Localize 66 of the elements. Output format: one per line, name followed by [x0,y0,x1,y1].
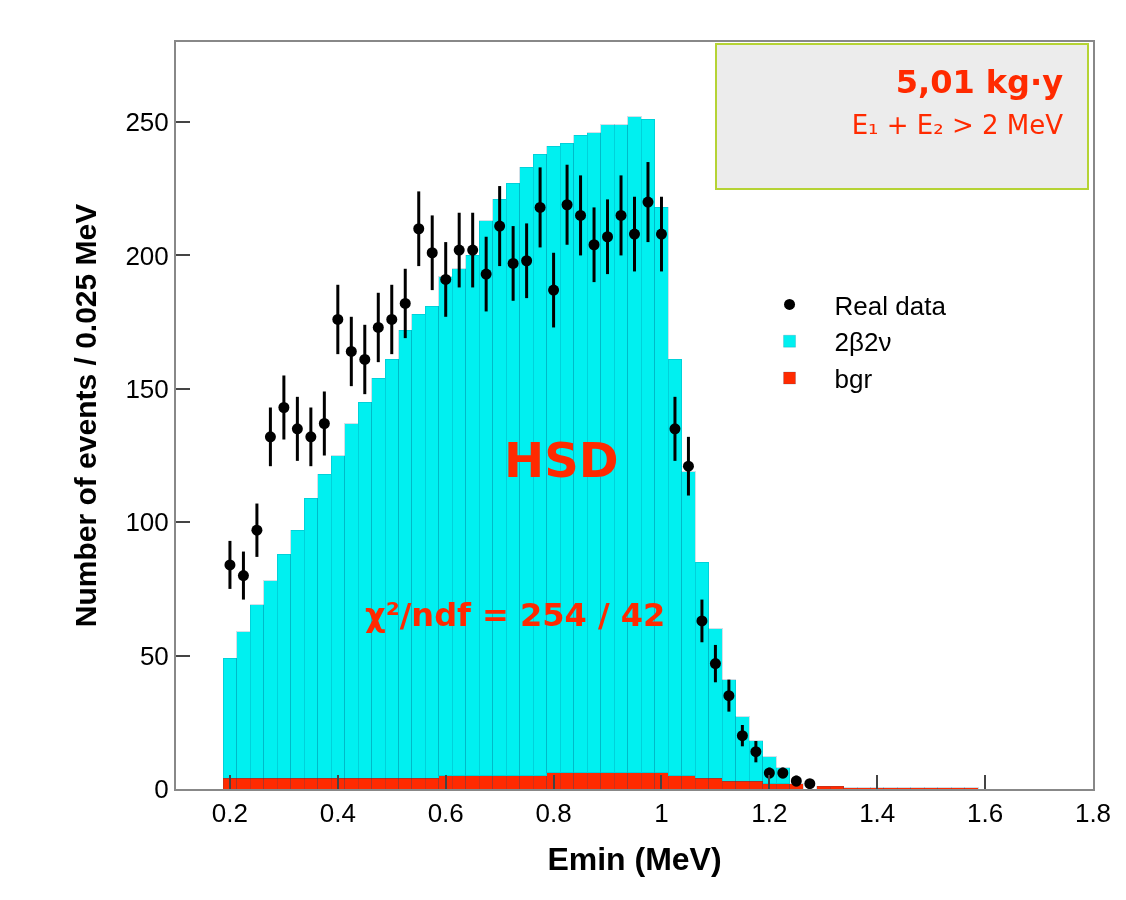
point [534,201,546,213]
legend-label: 2β2ν [834,327,892,358]
point [278,402,290,413]
point [345,345,357,357]
x-tick-label: 0.8 [535,798,572,829]
point [386,313,398,325]
point [696,615,708,627]
point [224,559,236,571]
point [736,730,748,742]
annotation: χ²/ndf = 254 / 42 [365,596,666,634]
point [413,223,425,235]
point [372,321,384,333]
point [264,431,276,443]
point [521,255,533,267]
annotation: 5,01 kg·y [894,62,1063,103]
point [467,244,479,256]
label-box: 5,01 kg·y E₁ + E₂ > 2 MeV [715,43,1089,190]
point [723,690,735,702]
x-tick-label: 1.6 [967,798,1004,829]
point [480,268,492,280]
annotation: HSD [504,432,619,488]
point [629,228,640,240]
point [399,297,411,309]
point [548,284,560,296]
point [669,423,681,435]
point [709,658,721,670]
y-tick-label: 200 [125,240,169,271]
x-tick-label: 0.2 [211,798,249,829]
point [642,196,654,208]
point [237,570,249,582]
legend-label: bgr [834,364,873,395]
x-tick-label: 1 [654,798,669,829]
y-tick-label: 250 [125,107,169,138]
x-tick-label: 0.4 [319,798,356,829]
point [602,231,614,243]
point [332,313,344,325]
point [750,746,762,758]
point [682,460,694,472]
point [453,244,465,256]
point [494,220,506,232]
x-tick-label: 1.2 [751,798,788,829]
x-axis-title: Emin (MeV) [547,840,722,877]
x-tick-label: 1.8 [1074,798,1112,829]
y-axis-title: Number of events / 0.025 MeV [68,203,102,628]
x-tick-label: 1.4 [859,798,896,829]
point [318,418,330,429]
point [251,524,263,536]
point [804,778,816,790]
y-tick-label: 150 [125,373,169,404]
y-tick-label: 50 [139,640,169,671]
annotation: E₁ + E₂ > 2 MeV [850,109,1063,142]
point [575,209,587,221]
y-tick-label: 0 [154,774,169,805]
point [440,273,452,285]
x-tick-label: 0.6 [427,798,464,829]
point [615,209,627,221]
y-tick-label: 100 [125,507,169,538]
point [655,228,667,240]
point [359,353,371,365]
legend-label: Real data [834,290,947,321]
point [561,199,573,211]
point [305,431,317,443]
point [507,257,519,269]
point [426,247,438,259]
point [291,423,303,435]
point [588,239,600,251]
